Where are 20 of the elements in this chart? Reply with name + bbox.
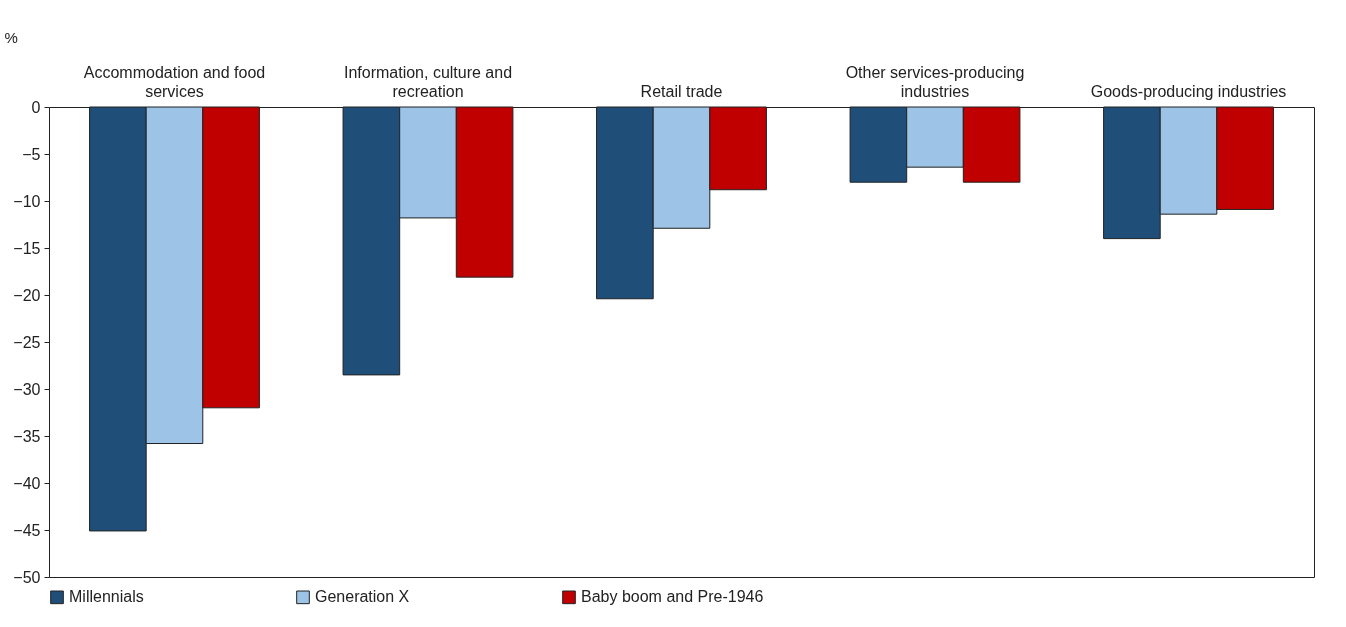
y-tick-label: −20	[13, 286, 41, 304]
x-tick-label: Other services-producing industries	[845, 63, 1025, 100]
x-tick-label: Goods-producing industries	[1090, 82, 1287, 100]
y-tick-label: −5	[22, 145, 41, 163]
x-tick-label: Accommodation and food services	[83, 63, 266, 100]
y-tick-label: −30	[13, 380, 41, 398]
x-tick-label: Information, culture and recreation	[343, 63, 513, 100]
y-tick-label: −50	[13, 568, 41, 586]
y-tick-label: −25	[13, 333, 41, 351]
y-axis-title: %	[4, 28, 18, 46]
y-tick-label: −35	[13, 427, 41, 445]
y-tick-label: −15	[13, 239, 41, 257]
y-tick-label: 0	[31, 98, 41, 116]
legend-label: Baby boom and Pre-1946	[581, 588, 764, 606]
y-tick-label: −10	[13, 192, 41, 210]
legend-label: Millennials	[69, 588, 144, 606]
y-tick-label: −40	[13, 474, 41, 492]
legend-label: Generation X	[315, 588, 410, 606]
x-tick-label: Retail trade	[640, 82, 723, 100]
y-tick-label: −45	[13, 521, 41, 539]
